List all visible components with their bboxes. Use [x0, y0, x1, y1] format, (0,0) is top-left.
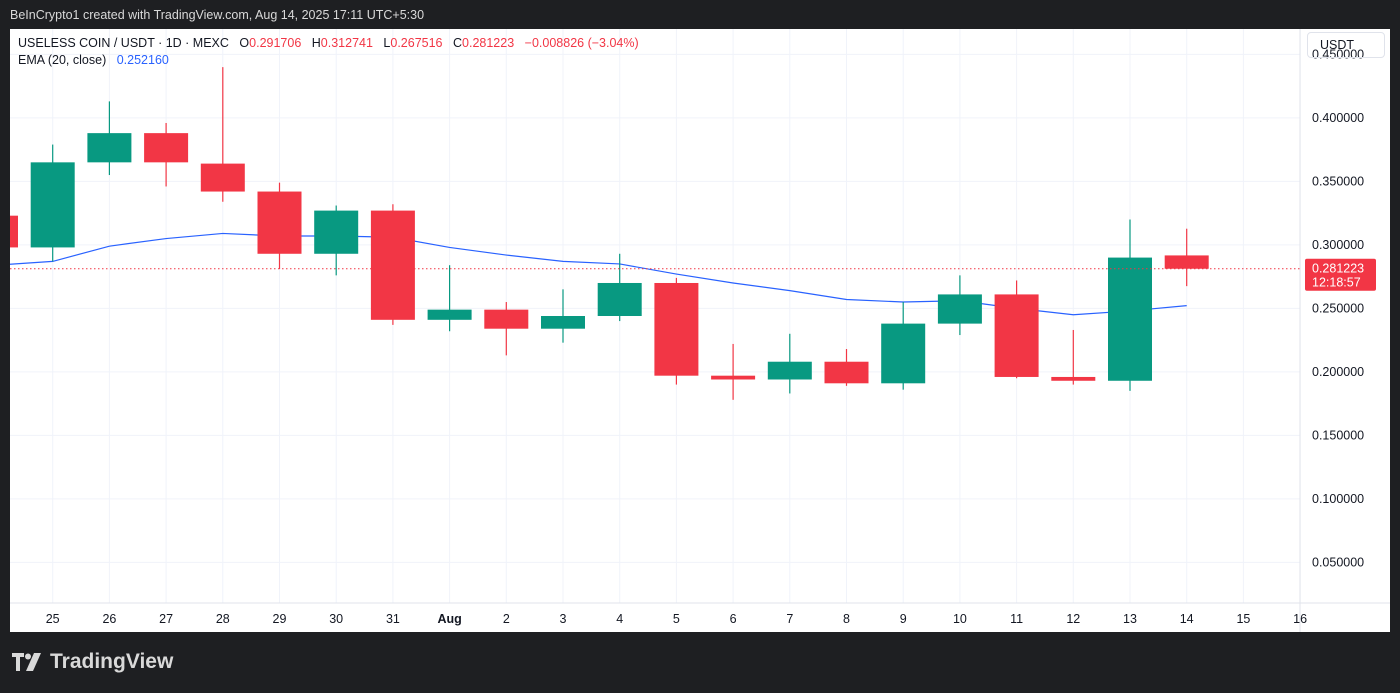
bar-countdown: 12:18:57	[1312, 276, 1361, 290]
y-tick-label: 0.150000	[1312, 428, 1364, 442]
symbol-title[interactable]: USELESS COIN / USDT · 1D · MEXC	[18, 36, 229, 50]
x-tick-label: 5	[673, 612, 680, 626]
x-tick-label: 31	[386, 612, 400, 626]
x-tick-label: 26	[102, 612, 116, 626]
candle-body	[87, 133, 132, 163]
ema-legend: EMA (20, close) 0.252160	[18, 53, 169, 67]
candle-body	[881, 323, 926, 384]
candle-body	[597, 282, 642, 316]
x-tick-label: 14	[1180, 612, 1194, 626]
x-tick-label: 27	[159, 612, 173, 626]
candle-body	[1051, 376, 1096, 381]
x-tick-label: 2	[503, 612, 510, 626]
x-tick-label: 30	[329, 612, 343, 626]
x-tick-label: 6	[730, 612, 737, 626]
candle-body	[144, 133, 189, 163]
ema-line	[10, 232, 1187, 316]
candle-body	[427, 309, 472, 320]
candle-body	[200, 163, 245, 192]
candle-body	[711, 375, 756, 380]
last-price-badge	[1305, 258, 1376, 291]
x-tick-label: 15	[1236, 612, 1250, 626]
change-value: −0.008826 (−3.04%)	[524, 36, 639, 50]
candlestick-chart[interactable]: 0.050000 0.100000 0.150000 0.200000 0.250000…	[10, 29, 1390, 632]
high-label: H	[311, 36, 321, 50]
candle-body	[654, 282, 699, 376]
y-tick-label: 0.200000	[1312, 365, 1364, 379]
x-tick-label: 13	[1123, 612, 1137, 626]
chart-credit: BeInCrypto1 created with TradingView.com…	[10, 8, 425, 22]
tradingview-logo-text: TradingView	[50, 650, 174, 673]
candle-body	[314, 210, 359, 254]
x-tick-label: 7	[786, 612, 793, 626]
x-tick-label: 4	[616, 612, 623, 626]
candle-body	[541, 316, 585, 329]
chart-panel[interactable]: 0.050000 0.100000 0.150000 0.200000 0.250000…	[10, 29, 1390, 632]
high-value: 0.312741	[320, 36, 373, 50]
candle-body	[257, 191, 302, 254]
candle-body	[370, 210, 415, 320]
x-tick-label: Aug	[437, 612, 461, 626]
low-value: 0.267516	[390, 36, 443, 50]
y-tick-label: 0.100000	[1312, 492, 1364, 506]
open-label: O	[239, 36, 250, 50]
open-value: 0.291706	[249, 36, 302, 50]
close-value: 0.281223	[462, 36, 515, 50]
candle-body	[30, 162, 75, 248]
tradingview-logo-icon	[12, 653, 41, 671]
x-tick-label: 8	[843, 612, 850, 626]
ema-label[interactable]: EMA (20, close)	[18, 53, 107, 67]
ema-value: 0.252160	[116, 53, 169, 67]
x-tick-label: 25	[46, 612, 60, 626]
x-tick-label: 10	[953, 612, 967, 626]
currency-selector[interactable]: USDT	[1307, 32, 1385, 58]
candle-body	[1108, 257, 1152, 381]
candle-body	[484, 309, 529, 329]
x-tick-label: 9	[900, 612, 907, 626]
candle-body	[10, 215, 18, 248]
symbol-legend: USELESS COIN / USDT · 1D · MEXC O0.29170…	[18, 36, 639, 50]
y-tick-label: 0.400000	[1312, 111, 1364, 125]
candle-body	[824, 361, 869, 384]
y-tick-label: 0.250000	[1312, 301, 1364, 315]
x-tick-label: 11	[1010, 612, 1023, 626]
last-price-value: 0.281223	[1312, 262, 1364, 276]
candle-body	[767, 361, 812, 380]
x-tick-label: 29	[273, 612, 287, 626]
candle-body	[1164, 255, 1209, 269]
low-label: L	[383, 36, 391, 50]
x-tick-label: 28	[216, 612, 230, 626]
close-label: C	[453, 36, 463, 50]
x-tick-label: 3	[560, 612, 567, 626]
y-tick-label: 0.350000	[1312, 174, 1364, 188]
tradingview-logo: TradingView	[12, 650, 173, 674]
candle-body	[994, 294, 1039, 377]
y-tick-label: 0.050000	[1312, 555, 1364, 569]
candle-body	[937, 294, 982, 324]
y-tick-label: 0.300000	[1312, 238, 1364, 252]
x-tick-label: 12	[1066, 612, 1080, 626]
